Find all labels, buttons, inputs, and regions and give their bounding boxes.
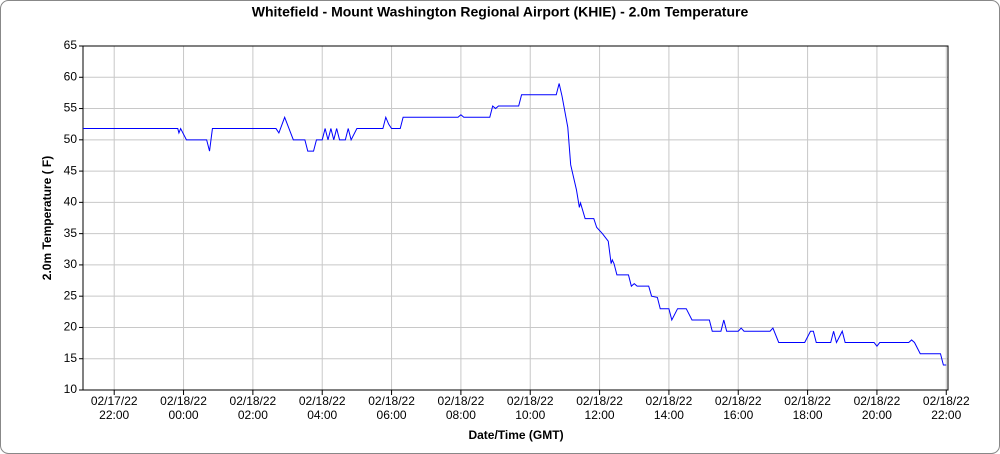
x-tick-label: 10:00	[515, 408, 545, 422]
series-line	[83, 83, 947, 366]
x-tick-label: 02/18/22	[230, 394, 277, 408]
x-tick-label: 02/18/22	[368, 394, 415, 408]
y-tick-label: 35	[64, 226, 78, 240]
x-tick-label: 12:00	[585, 408, 615, 422]
x-tick-label: 22:00	[99, 408, 129, 422]
y-tick-label: 15	[64, 351, 78, 365]
x-tick-label: 02/17/22	[91, 394, 138, 408]
x-tick-label: 02:00	[238, 408, 268, 422]
y-tick-label: 45	[64, 163, 78, 177]
x-tick-label: 02/18/22	[507, 394, 554, 408]
y-tick-label: 10	[64, 382, 78, 396]
x-tick-label: 16:00	[723, 408, 753, 422]
y-tick-label: 55	[64, 101, 78, 115]
x-tick-label: 18:00	[793, 408, 823, 422]
x-tick-label: 02/18/22	[438, 394, 485, 408]
x-tick-label: 14:00	[654, 408, 684, 422]
y-tick-label: 25	[64, 288, 78, 302]
y-tick-label: 65	[64, 38, 78, 52]
x-tick-label: 02/18/22	[854, 394, 901, 408]
x-tick-label: 00:00	[169, 408, 199, 422]
x-tick-label: 08:00	[446, 408, 476, 422]
y-tick-label: 20	[64, 320, 78, 334]
y-tick-label: 30	[64, 257, 78, 271]
x-tick-label: 04:00	[307, 408, 337, 422]
x-axis-label: Date/Time (GMT)	[468, 428, 563, 442]
x-tick-label: 02/18/22	[299, 394, 346, 408]
x-tick-label: 02/18/22	[646, 394, 693, 408]
plot-border	[82, 45, 949, 391]
chart-title: Whitefield - Mount Washington Regional A…	[252, 4, 749, 20]
x-tick-label: 20:00	[862, 408, 892, 422]
x-tick-label: 02/18/22	[784, 394, 831, 408]
x-tick-label: 02/18/22	[923, 394, 970, 408]
y-tick-label: 60	[64, 69, 78, 83]
y-tick-label: 50	[64, 132, 78, 146]
x-tick-label: 02/18/22	[715, 394, 762, 408]
plot-area	[83, 46, 948, 390]
x-tick-label: 22:00	[931, 408, 961, 422]
x-tick-label: 02/18/22	[160, 394, 207, 408]
y-tick-label: 40	[64, 195, 78, 209]
x-tick-label: 06:00	[377, 408, 407, 422]
y-axis-label: 2.0m Temperature ( F)	[40, 156, 54, 280]
x-tick-label: 02/18/22	[576, 394, 623, 408]
